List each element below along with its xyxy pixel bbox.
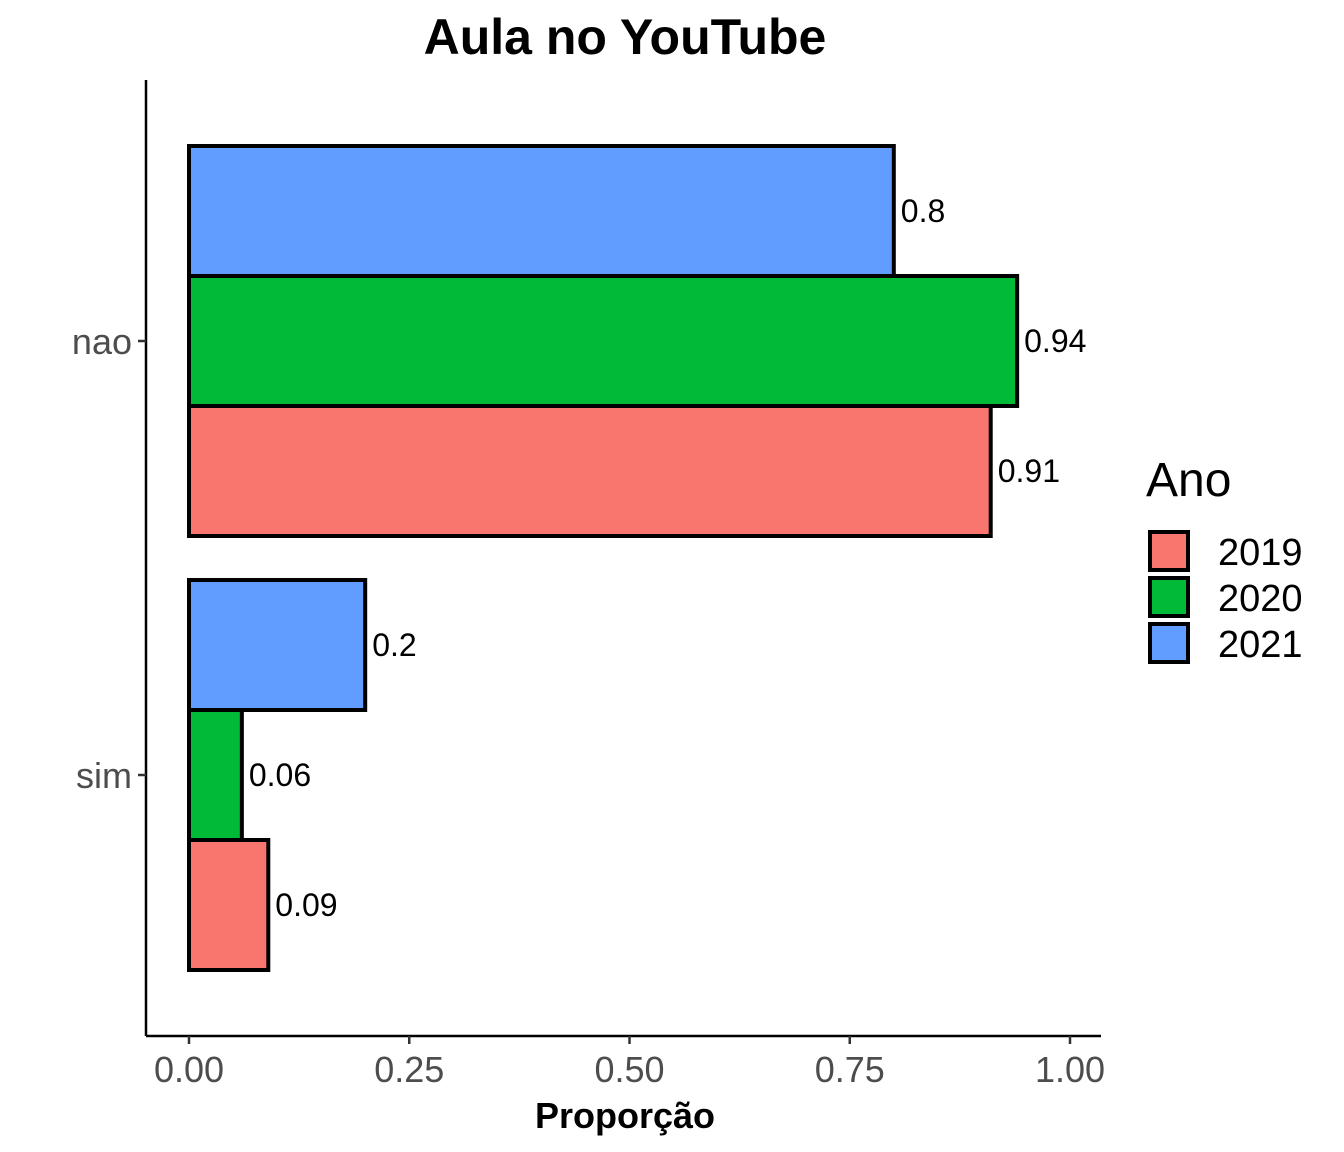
- legend-key-2019: [1148, 530, 1190, 572]
- legend-title: Ano: [1146, 454, 1231, 507]
- plot-area: 0.91 0.94 0.8 0.09 0.06 0.2 0.00 0.25 0.50 0.75 1.…: [72, 80, 1105, 1090]
- bar-sim-2019: [187, 838, 271, 972]
- data-label-sim-2021: 0.2: [372, 627, 416, 663]
- legend-key-2020: [1148, 576, 1190, 618]
- chart-title: Aula no YouTube: [424, 9, 827, 65]
- legend-label-2021: 2021: [1218, 624, 1303, 666]
- y-tick-label-nao: nao: [72, 321, 132, 362]
- legend-label-2020: 2020: [1218, 578, 1303, 620]
- x-tick-label: 0.50: [594, 1049, 664, 1090]
- data-label-sim-2019: 0.09: [275, 887, 337, 923]
- data-label-sim-2020: 0.06: [249, 757, 311, 793]
- bar-nao-2020: [187, 274, 1020, 408]
- bar-sim-2020: [187, 708, 244, 842]
- legend-label-2019: 2019: [1218, 532, 1303, 574]
- bar-sim-2021: [187, 578, 368, 712]
- legend-key-2021: [1148, 622, 1190, 664]
- x-tick-label: 1.00: [1035, 1049, 1105, 1090]
- bar-nao-2019: [187, 404, 993, 538]
- data-label-nao-2020: 0.94: [1024, 323, 1086, 359]
- y-tick-label-sim: sim: [76, 755, 132, 796]
- x-tick-label: 0.25: [374, 1049, 444, 1090]
- data-label-nao-2021: 0.8: [901, 193, 945, 229]
- x-axis-title: Proporção: [535, 1095, 715, 1136]
- data-label-nao-2019: 0.91: [998, 453, 1060, 489]
- x-tick-label: 0.75: [815, 1049, 885, 1090]
- x-tick-label: 0.00: [154, 1049, 224, 1090]
- bar-nao-2021: [187, 144, 896, 278]
